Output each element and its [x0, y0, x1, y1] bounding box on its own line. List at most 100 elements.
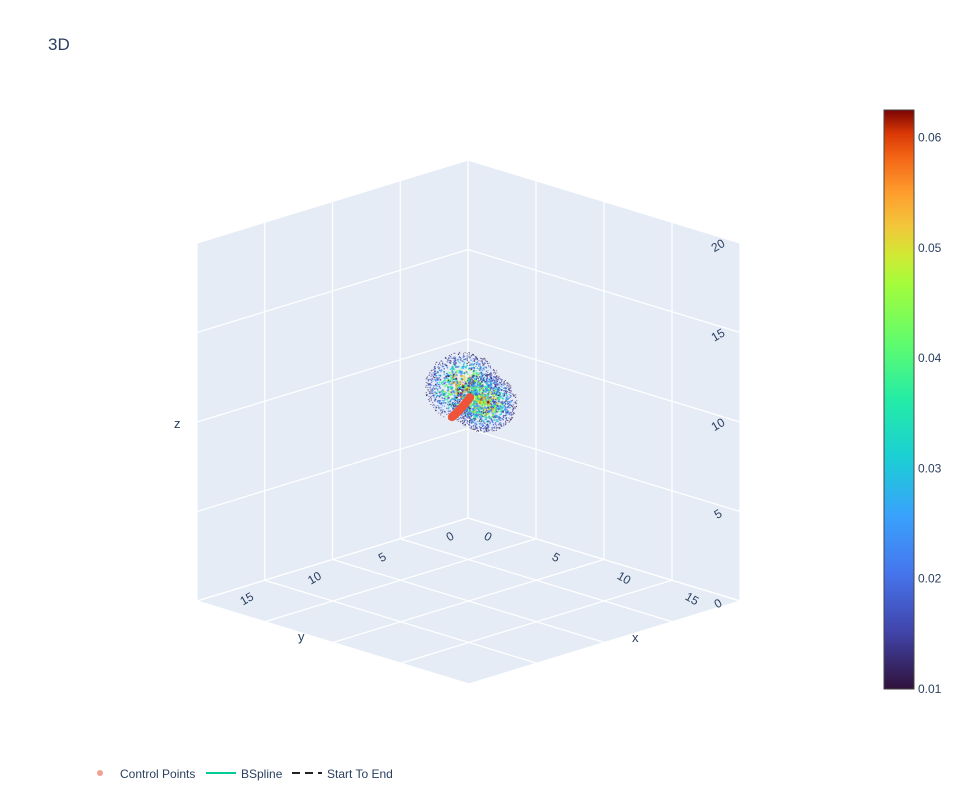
cloud-point — [485, 361, 487, 363]
cloud-point — [439, 378, 442, 381]
cloud-point — [509, 412, 511, 414]
cloud-point — [500, 422, 502, 424]
cloud-point — [442, 381, 445, 384]
cloud-point — [475, 427, 477, 429]
cloud-point — [506, 408, 508, 411]
cloud-point — [502, 395, 505, 398]
cloud-point — [483, 427, 485, 430]
cloud-point — [448, 410, 450, 412]
cloud-point — [446, 384, 449, 387]
cloud-point — [465, 386, 469, 390]
cloud-point — [428, 391, 430, 393]
cloud-point — [493, 372, 495, 374]
cloud-point — [474, 382, 477, 385]
cloud-point — [463, 413, 465, 415]
cloud-point — [430, 398, 432, 400]
cloud-point — [473, 426, 475, 428]
cloud-point — [441, 361, 444, 363]
cloud-point — [443, 405, 446, 407]
cloud-point — [430, 370, 432, 372]
cloud-point — [434, 388, 436, 390]
cloud-point — [500, 410, 503, 413]
cloud-point — [455, 391, 458, 395]
cloud-point — [431, 392, 433, 395]
cloud-point — [482, 399, 484, 402]
cloud-point — [489, 378, 491, 381]
cloud-point — [485, 430, 487, 432]
cloud-point — [448, 357, 450, 359]
cloud-point — [472, 372, 475, 375]
cloud-point — [427, 384, 429, 386]
cloud-point — [478, 387, 481, 390]
cloud-point — [434, 376, 436, 379]
cloud-point — [466, 355, 468, 357]
cloud-point — [427, 399, 429, 401]
cloud-point — [449, 393, 452, 396]
cloud-point — [464, 411, 466, 414]
grid-line — [196, 600, 470, 685]
cloud-point — [429, 386, 432, 388]
legend-label: BSpline — [241, 767, 283, 781]
cloud-point — [456, 419, 458, 421]
cloud-point — [438, 402, 440, 404]
cloud-point — [454, 356, 457, 358]
cloud-point — [481, 358, 483, 360]
legend-item-bspline[interactable]: BSpline — [206, 767, 283, 781]
cloud-point — [486, 377, 489, 379]
cloud-point — [484, 414, 486, 416]
cloud-point — [470, 387, 473, 390]
cloud-point — [425, 382, 427, 384]
legend-item-start-to-end[interactable]: Start To End — [292, 767, 393, 781]
cloud-point — [479, 406, 482, 408]
cloud-point — [512, 404, 514, 406]
cloud-point — [508, 383, 510, 385]
cloud-point — [499, 385, 502, 387]
cloud-point — [474, 395, 477, 398]
cloud-point — [509, 387, 511, 389]
cloud-point — [505, 424, 507, 426]
cloud-point — [482, 362, 484, 365]
cloud-point — [468, 375, 471, 378]
cloud-point — [475, 357, 477, 360]
cloud-point — [505, 394, 508, 397]
cloud-point — [469, 382, 472, 384]
cloud-point — [506, 406, 508, 409]
cloud-point — [473, 405, 476, 408]
cloud-point — [509, 385, 511, 388]
cloud-point — [466, 372, 469, 376]
cloud-point — [484, 418, 486, 421]
cloud-point — [436, 388, 439, 391]
cloud-point — [476, 416, 479, 419]
cloud-point — [503, 390, 505, 392]
cloud-point — [469, 420, 471, 422]
cloud-point — [446, 389, 449, 392]
cloud-point — [474, 426, 477, 428]
cloud-point — [473, 387, 476, 390]
cloud-point — [438, 374, 440, 377]
cloud-point — [465, 366, 467, 368]
cloud-point — [451, 406, 453, 409]
legend: Control Points BSpline Start To End — [97, 767, 393, 781]
cloud-point — [477, 394, 480, 397]
cloud-point — [446, 413, 448, 415]
cloud-point — [430, 403, 432, 406]
y-tick-label: 10 — [615, 569, 634, 588]
cloud-point — [471, 367, 474, 369]
cloud-point — [488, 385, 491, 387]
cloud-point — [483, 411, 486, 413]
cloud-point — [426, 382, 428, 384]
cloud-point — [425, 378, 427, 380]
cloud-point — [512, 412, 514, 414]
cloud-point — [443, 416, 445, 418]
cloud-point — [428, 374, 430, 376]
cloud-point — [472, 369, 475, 372]
cloud-point — [477, 407, 479, 410]
cloud-point — [509, 391, 511, 394]
cloud-point — [469, 357, 471, 359]
cloud-point — [459, 395, 461, 397]
legend-item-control-points[interactable]: Control Points — [97, 767, 195, 781]
cloud-point — [472, 415, 475, 418]
cloud-point — [491, 410, 494, 414]
